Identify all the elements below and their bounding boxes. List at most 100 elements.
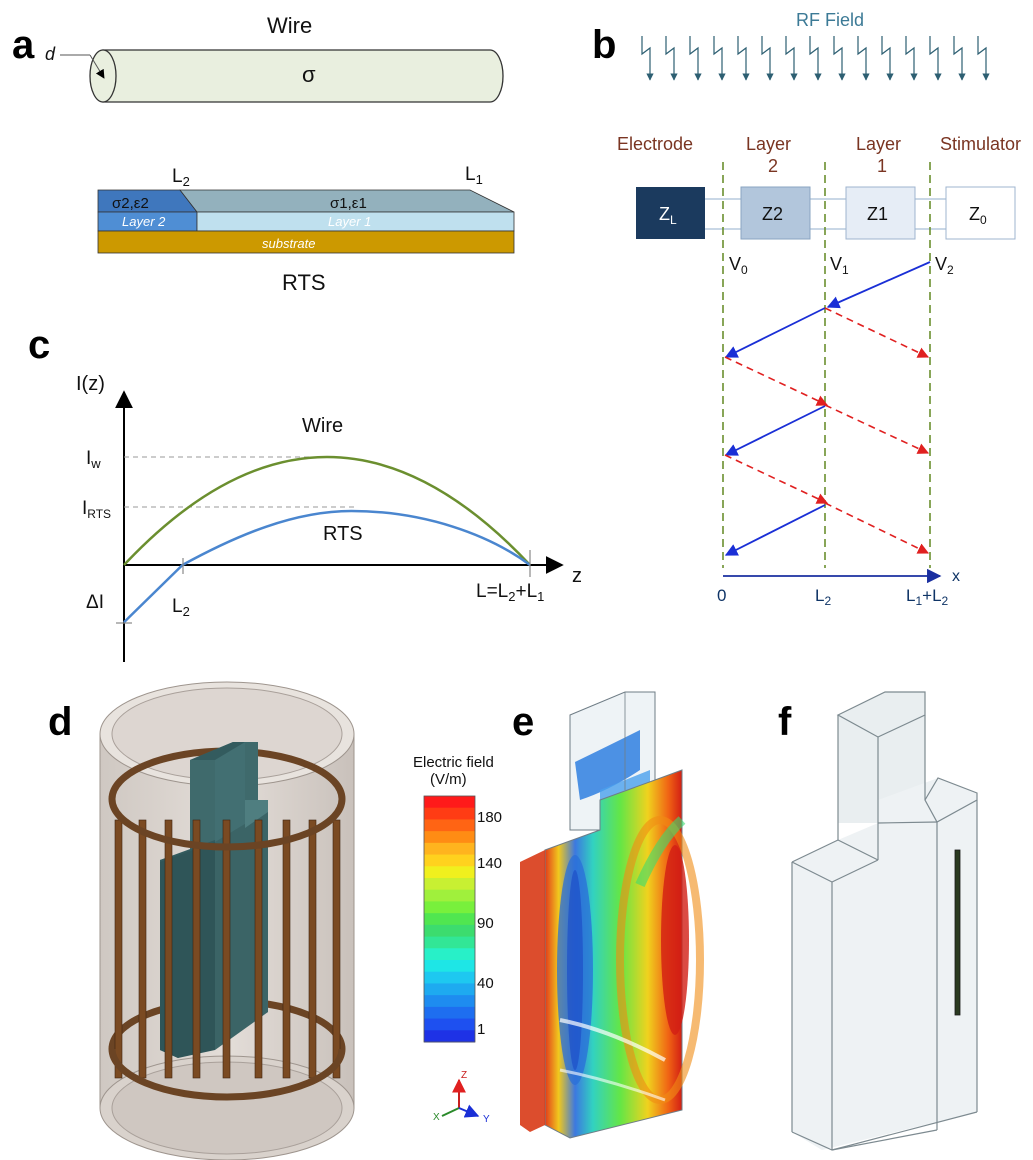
header-layer1-line1: Layer — [856, 134, 901, 154]
panel-e: Electric field (V/m) 180 140 90 40 1 — [413, 691, 704, 1139]
v0-label: V0 — [729, 254, 748, 277]
colorbar-band — [424, 995, 475, 1008]
birdcage-rung — [254, 819, 263, 1079]
panel-c: I(z) z Iw IRTS ΔI L2 L=L2+L1 Wire RTS — [76, 373, 582, 662]
colorbar-frame — [423, 795, 476, 1043]
birdcage-rung — [282, 819, 291, 1079]
colorbar-band — [424, 889, 475, 902]
rf-field-title: RF Field — [796, 10, 864, 30]
implant-slot — [954, 849, 961, 1016]
birdcage-rung — [308, 819, 317, 1079]
header-electrode: Electrode — [617, 134, 693, 154]
box-z1 — [845, 186, 916, 240]
diameter-label: d — [45, 44, 56, 64]
segment-1-params: σ1,ε1 — [330, 195, 367, 212]
wire-sigma: σ — [302, 62, 316, 87]
layer-1-label: Layer 1 — [328, 214, 371, 229]
reflected-wave-3 — [824, 404, 930, 454]
colorbar-band — [424, 1018, 475, 1031]
v1-label: V1 — [830, 254, 849, 277]
reflected-wave-1 — [824, 307, 930, 358]
colorbar-band — [424, 913, 475, 926]
rts-curve — [123, 509, 531, 624]
birdcage-rung — [164, 819, 173, 1079]
header-layer1-line2: 1 — [877, 156, 887, 176]
rf-arrow — [953, 36, 966, 81]
rf-arrow — [977, 36, 990, 81]
incident-wave-4 — [724, 504, 826, 556]
colorbar-band — [424, 983, 475, 996]
colorbar-band — [424, 878, 475, 891]
box-zl — [636, 187, 705, 239]
colorbar-band — [424, 1006, 475, 1020]
triad-z: Z — [461, 1070, 467, 1081]
implant-outline-wireframe — [791, 691, 978, 1151]
birdcage-rung — [332, 819, 341, 1079]
wire-title: Wire — [267, 13, 312, 38]
x-axis-label: x — [952, 568, 960, 585]
rf-arrow — [809, 36, 822, 81]
birdcage-rungs — [114, 819, 341, 1079]
colorbar-band — [424, 842, 475, 856]
field-simulation-render — [520, 691, 704, 1139]
colorbar-band — [424, 819, 475, 832]
incident-wave-1 — [826, 261, 931, 309]
wire-curve — [123, 455, 531, 566]
rts-layered-strip — [97, 189, 515, 254]
segment-2-params: σ2,ε2 — [112, 195, 149, 212]
header-layer2-line2: 2 — [768, 156, 778, 176]
colorbar-tick-40: 40 — [477, 975, 494, 992]
panel-f — [791, 691, 978, 1151]
layer-2-label: Layer 2 — [122, 214, 166, 229]
c-xtick-Lsum: L=L2+L1 — [476, 581, 544, 604]
incident-wave-3 — [724, 405, 826, 456]
colorbar-band — [424, 971, 475, 984]
triad-x: X — [433, 1112, 440, 1123]
colorbar-tick-90: 90 — [477, 915, 494, 932]
panel-a: Wire σ d L2 L1 σ2,ε2 σ1,ε1 Layer 2 Layer… — [45, 13, 515, 295]
colorbar-band — [424, 960, 475, 973]
rf-arrow — [929, 36, 942, 81]
colorbar-band — [424, 831, 475, 844]
colorbar-band — [424, 854, 475, 867]
c-x-axis-label: z — [572, 565, 582, 587]
c-ytick-delta: ΔI — [86, 592, 104, 613]
colorbar-band — [424, 948, 475, 961]
colorbar-band — [424, 1030, 475, 1043]
colorbar-tick-180: 180 — [477, 809, 502, 826]
panel-b: RF Field Electrode Layer 2 Layer 1 Stimu… — [617, 10, 1021, 608]
header-stimulator: Stimulator — [940, 134, 1021, 154]
rf-arrow — [761, 36, 774, 81]
panel-d — [99, 681, 355, 1160]
L2-label: L2 — [172, 166, 190, 189]
colorbar-title-line2: (V/m) — [430, 771, 467, 788]
panel-label-a: a — [12, 23, 35, 67]
bounce-diagram — [724, 261, 931, 556]
header-layer2-line1: Layer — [746, 134, 791, 154]
incident-wave-2 — [724, 307, 826, 358]
panel-label-e: e — [512, 700, 534, 744]
rf-arrow — [833, 36, 846, 81]
birdcage-rung — [138, 819, 147, 1079]
colorbar-band — [424, 796, 475, 809]
rts-title: RTS — [282, 270, 326, 295]
c-series-label-wire: Wire — [302, 415, 343, 437]
c-ytick-irts: IRTS — [82, 498, 111, 521]
panel-label-b: b — [592, 23, 616, 67]
reflected-wave-2 — [724, 356, 829, 406]
rf-arrow — [881, 36, 894, 81]
c-ytick-iw: Iw — [86, 448, 101, 471]
colorbar-band — [424, 936, 475, 949]
diameter-arrow — [89, 54, 105, 79]
box-z2 — [740, 186, 811, 240]
c-y-axis-label: I(z) — [76, 373, 105, 395]
rf-arrow — [785, 36, 798, 81]
colorbar-tick-140: 140 — [477, 855, 502, 872]
rf-arrow — [857, 36, 870, 81]
birdcage-rung — [222, 819, 231, 1079]
box-z0 — [945, 186, 1016, 240]
box-z1-label: Z1 — [867, 204, 888, 224]
box-zl-label: ZL — [659, 204, 677, 227]
panel-label-d: d — [48, 700, 72, 744]
x-tick-0: 0 — [717, 586, 726, 605]
